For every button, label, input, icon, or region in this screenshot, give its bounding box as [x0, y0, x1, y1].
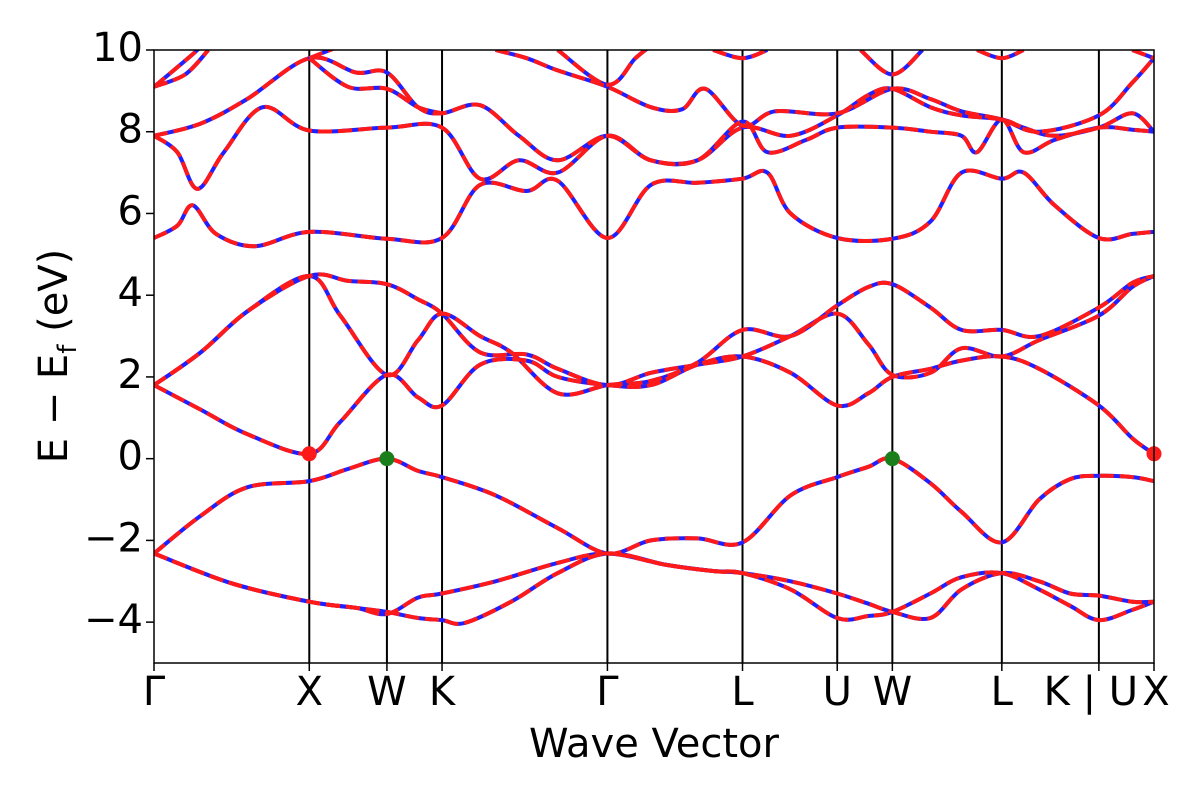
band-line-solid: [556, 50, 649, 87]
y-axis-label-unit: (eV): [31, 249, 77, 345]
y-tick-label: 0: [118, 434, 143, 480]
x-tick-label: K | U: [1044, 669, 1138, 715]
y-tick-label: 10: [92, 25, 143, 71]
x-tick-label: Γ: [596, 669, 619, 715]
band-line-dashed: [154, 50, 210, 89]
band-line-dashed: [154, 105, 1154, 191]
x-tick-label: U: [823, 669, 852, 715]
x-tick-label: X: [296, 669, 323, 715]
x-tick-label: Γ: [143, 669, 166, 715]
x-tick-label: L: [731, 669, 754, 715]
band-line-dashed: [308, 50, 336, 61]
y-tick-label: 2: [118, 352, 143, 398]
y-axis-label: E − Ef (eV): [31, 249, 83, 464]
x-tick-label: W: [367, 669, 407, 715]
y-tick-label: −4: [84, 597, 143, 643]
x-tick-label: X: [1142, 669, 1169, 715]
band-line-solid: [154, 55, 1154, 166]
band-line-dashed: [154, 456, 1154, 556]
band-line-solid: [495, 50, 1154, 134]
y-axis-label-sub: f: [53, 344, 83, 354]
x-axis-label: Wave Vector: [529, 721, 780, 767]
band-line-dashed: [495, 50, 1154, 134]
bands: [154, 50, 1154, 626]
y-tick-label: 6: [118, 188, 143, 234]
x-tick-label: K: [429, 669, 457, 715]
cbm-marker: [301, 446, 317, 462]
band-line-dashed: [859, 50, 924, 77]
y-ticks: −4 −2 0 2 4 6 8 10: [84, 25, 154, 643]
y-tick-label: 8: [118, 107, 143, 153]
y-tick-label: 4: [118, 270, 143, 316]
band-edge-markers: [301, 446, 1162, 467]
band-line-dashed: [154, 551, 1154, 621]
x-tick-label: L: [991, 669, 1014, 715]
band-line-dashed: [154, 551, 1154, 626]
band-line-dashed: [154, 272, 1154, 388]
band-line-solid: [154, 273, 1154, 397]
y-tick-label: −2: [84, 515, 143, 561]
band-line-dashed: [556, 50, 649, 87]
band-line-dashed: [154, 168, 1154, 249]
plot-frame: [153, 49, 1155, 664]
band-line-dashed: [976, 50, 1025, 61]
band-line-dashed: [712, 50, 769, 61]
band-line-dashed: [154, 273, 1154, 397]
vbm-marker: [884, 451, 900, 467]
band-line-dashed: [308, 56, 443, 116]
band-line-solid: [308, 56, 443, 116]
band-line-dashed: [154, 50, 201, 89]
vbm-marker: [379, 451, 395, 467]
y-axis-label-main: E − E: [31, 354, 77, 464]
x-tick-label: W: [873, 669, 913, 715]
band-line-dashed: [154, 55, 1154, 166]
